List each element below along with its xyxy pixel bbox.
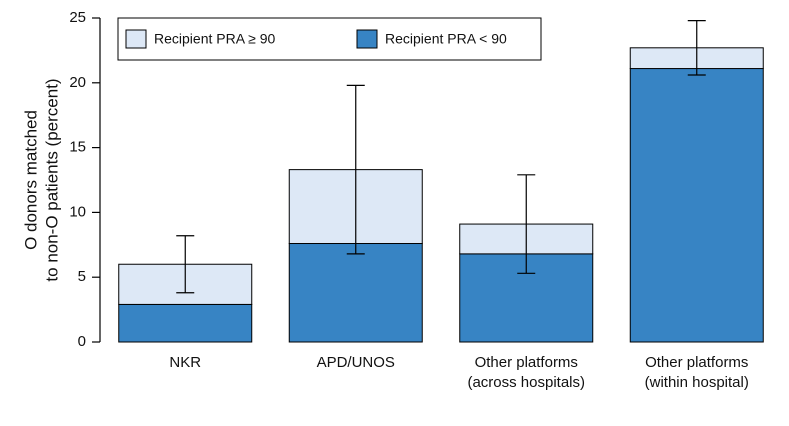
legend-label: Recipient PRA ≥ 90	[154, 31, 276, 47]
error-bar	[687, 19, 706, 76]
x-tick-label: (across hospitals)	[467, 374, 585, 391]
error-bar	[176, 235, 195, 294]
x-tick-label: Other platforms	[645, 354, 748, 371]
y-axis-label: O donors matched to non-O patients (perc…	[21, 78, 61, 281]
legend-label: Recipient PRA < 90	[385, 31, 507, 47]
legend-swatch	[125, 29, 147, 49]
y-axis-label-line: O donors matched	[21, 110, 40, 250]
y-tick-label: 0	[78, 333, 86, 350]
y-tick-label: 15	[69, 139, 86, 156]
bar-segment	[288, 243, 423, 343]
y-axis-label-line: to non-O patients (percent)	[42, 78, 61, 281]
x-tick-label: NKR	[169, 354, 201, 371]
x-tick-label: Other platforms	[475, 354, 578, 371]
legend-box	[117, 17, 542, 61]
x-tick-label: (within hospital)	[645, 374, 749, 391]
y-tick-label: 10	[69, 203, 86, 220]
error-bar	[346, 84, 365, 255]
y-tick-label: 20	[69, 74, 86, 91]
bar-segment	[629, 68, 764, 343]
y-tick-label: 5	[78, 268, 86, 285]
error-bar	[517, 174, 536, 274]
legend-swatch	[356, 29, 378, 49]
bar-segment	[118, 303, 253, 343]
y-tick-label: 25	[69, 9, 86, 26]
x-tick-label: APD/UNOS	[317, 354, 395, 371]
